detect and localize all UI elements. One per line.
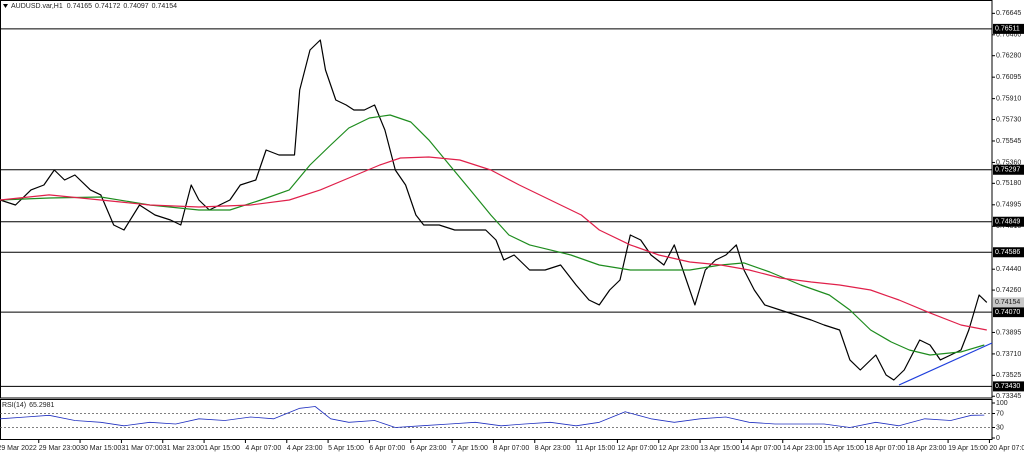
y-tick-label: 0.76645 xyxy=(996,10,1021,17)
y-tick-label: 0.76460 xyxy=(996,32,1021,39)
x-tick-label: 8 Apr 07:00 xyxy=(493,445,529,452)
rsi-value: 65.2981 xyxy=(29,402,54,409)
y-tick-label: 0.75180 xyxy=(996,180,1021,187)
x-tick-label: 4 Apr 07:00 xyxy=(245,445,281,452)
y-tick-label: 0.73895 xyxy=(996,329,1021,336)
x-tick-label: 31 Mar 07:00 xyxy=(121,445,162,452)
series-line xyxy=(898,342,993,386)
level-label: 0.73430 xyxy=(995,383,1020,390)
x-tick-label: 14 Apr 23:00 xyxy=(783,445,823,452)
series-line xyxy=(0,39,988,381)
price-label: 0.74154 xyxy=(995,299,1020,306)
rsi-panel xyxy=(0,399,993,440)
x-tick-label: 29 Mar 2022 xyxy=(0,445,37,452)
ohlc-value: 0.74165 xyxy=(67,3,92,10)
y-tick-label: 0.76095 xyxy=(996,74,1021,81)
y-tick-label: 0.73525 xyxy=(996,372,1021,379)
x-tick-label: 11 Apr 15:00 xyxy=(576,445,615,452)
x-tick-label: 18 Apr 23:00 xyxy=(907,445,947,452)
y-tick-label: 100 xyxy=(996,400,1008,407)
x-tick-label: 13 Apr 15:00 xyxy=(700,445,740,452)
level-label: 0.74070 xyxy=(995,309,1020,316)
series-line xyxy=(0,156,987,331)
y-tick-label: 0.75360 xyxy=(996,159,1021,166)
rsi-title: RSI(14) xyxy=(2,402,26,409)
x-tick-label: 6 Apr 23:00 xyxy=(411,445,447,452)
ohlc-values: 0.74165 0.74172 0.74097 0.74154 xyxy=(67,3,177,10)
y-tick-label: 0.74995 xyxy=(996,202,1021,209)
x-tick-label: 30 Mar 15:00 xyxy=(80,445,121,452)
y-tick-label: 0.73710 xyxy=(996,351,1021,358)
series-line xyxy=(0,406,985,428)
chart-title: AUDUSD.var,H1 xyxy=(11,3,63,10)
y-tick-label: 0.74440 xyxy=(996,266,1021,273)
y-tick-label: 70 xyxy=(996,410,1004,417)
x-tick-label: 15 Apr 15:00 xyxy=(824,445,864,452)
y-tick-label: 0.74260 xyxy=(996,287,1021,294)
x-tick-label: 31 Mar 23:00 xyxy=(163,445,204,452)
level-label: 0.76511 xyxy=(995,26,1020,33)
level-label: 0.74849 xyxy=(995,219,1020,226)
level-label-box xyxy=(993,381,1024,392)
y-tick-label: 0.75910 xyxy=(996,95,1021,102)
x-tick-label: 6 Apr 07:00 xyxy=(369,445,405,452)
x-tick-label: 7 Apr 15:00 xyxy=(452,445,488,452)
level-label: 0.74586 xyxy=(995,249,1020,256)
level-label-box xyxy=(993,164,1024,175)
level-label-box xyxy=(993,247,1024,258)
x-tick-label: 29 Mar 23:00 xyxy=(39,445,80,452)
x-tick-label: 12 Apr 07:00 xyxy=(617,445,657,452)
level-label: 0.75297 xyxy=(995,167,1020,174)
x-tick-label: 1 Apr 15:00 xyxy=(204,445,240,452)
series-line xyxy=(0,114,985,356)
y-tick-label: 0.76280 xyxy=(996,53,1021,60)
ohlc-value: 0.74154 xyxy=(152,3,177,10)
y-tick-label: 0.75730 xyxy=(996,116,1021,123)
level-label-box xyxy=(993,216,1024,227)
x-tick-label: 8 Apr 23:00 xyxy=(535,445,571,452)
y-tick-label: 0.75545 xyxy=(996,138,1021,145)
x-tick-label: 4 Apr 23:00 xyxy=(287,445,323,452)
level-label-box xyxy=(993,23,1024,34)
ohlc-value: 0.74097 xyxy=(123,3,148,10)
x-tick-label: 5 Apr 15:00 xyxy=(328,445,364,452)
x-tick-label: 18 Apr 07:00 xyxy=(865,445,905,452)
x-tick-label: 19 Apr 15:00 xyxy=(948,445,988,452)
y-tick-label: 0 xyxy=(996,435,1000,442)
price-label-box xyxy=(993,297,1024,308)
y-tick-label: 0.73345 xyxy=(996,393,1021,400)
ohlc-value: 0.74172 xyxy=(95,3,120,10)
main-panel xyxy=(0,0,993,399)
x-tick-label: 12 Apr 23:00 xyxy=(659,445,699,452)
x-tick-label: 20 Apr 07:00 xyxy=(989,445,1024,452)
y-tick-label: 30 xyxy=(996,424,1004,431)
x-tick-label: 14 Apr 07:00 xyxy=(741,445,781,452)
menu-arrow xyxy=(3,4,8,8)
level-label-box xyxy=(993,307,1024,318)
